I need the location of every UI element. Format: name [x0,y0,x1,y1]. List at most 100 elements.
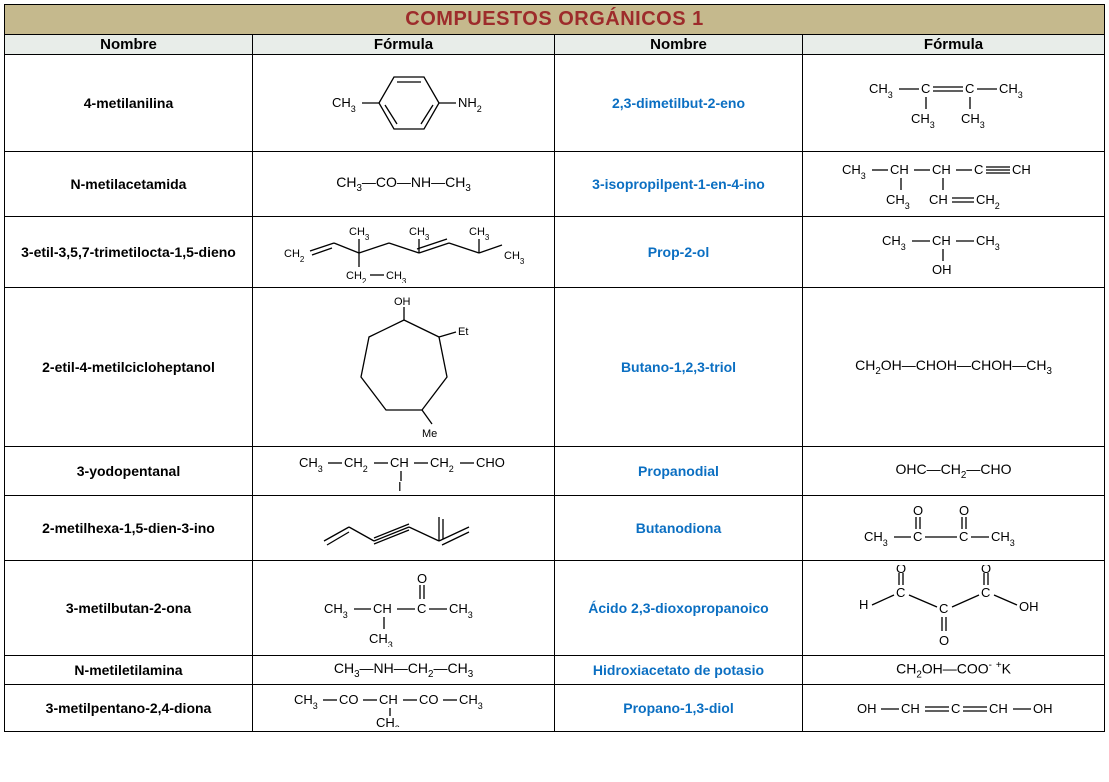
header-row: Nombre Fórmula Nombre Fórmula [5,35,1105,55]
compound-formula: CH3 CH2 CH CH2 CHO I [253,447,555,496]
svg-text:O: O [959,503,969,518]
svg-text:C: C [417,601,426,616]
svg-text:CH2: CH2 [344,455,368,474]
structure [294,503,514,553]
compound-formula: OH Et Me [253,288,555,447]
svg-text:CO: CO [339,692,359,707]
svg-text:O: O [913,503,923,518]
compound-name: 4-metilanilina [5,55,253,152]
svg-text:C: C [921,81,930,96]
svg-text:C: C [939,601,948,616]
compound-formula: CH3 CH CH3 OH [803,217,1105,288]
compound-name: Butanodiona [555,496,803,561]
compound-name: 3-isopropilpent-1-en-4-ino [555,152,803,217]
svg-text:CHO: CHO [476,455,505,470]
compound-formula: CH3 C C CH3 O O [803,496,1105,561]
svg-text:OH: OH [1033,701,1053,716]
table-row: 2-metilhexa-1,5-dien-3-ino Butanodiona C… [5,496,1105,561]
svg-text:C: C [896,585,905,600]
compound-name: Prop-2-ol [555,217,803,288]
compound-name: Propanodial [555,447,803,496]
structure: OH CH C CH OH [839,695,1069,721]
header-formula-2: Fórmula [803,35,1105,55]
svg-text:CH2: CH2 [430,455,454,474]
svg-text:CH3: CH3 [332,95,356,114]
svg-text:C: C [951,701,960,716]
svg-text:O: O [896,565,906,576]
cycloheptane-structure: OH Et Me [304,292,504,442]
svg-text:CH3: CH3 [449,601,473,620]
title-row: COMPUESTOS ORGÁNICOS 1 [5,5,1105,35]
compound-formula: CH3 NH2 [253,55,555,152]
compound-formula: CH3—CO—NH—CH3 [253,152,555,217]
svg-text:CH3: CH3 [882,233,906,252]
header-nombre-1: Nombre [5,35,253,55]
table-title: COMPUESTOS ORGÁNICOS 1 [5,5,1105,35]
compound-formula: H C C C OH O O O [803,561,1105,656]
svg-text:CH2: CH2 [284,248,305,264]
svg-text:NH2: NH2 [458,95,482,114]
structure: CH3 C C CH3 CH3 CH3 [839,73,1069,133]
svg-text:CH: CH [390,455,409,470]
svg-text:CH: CH [989,701,1008,716]
svg-text:CH3: CH3 [991,529,1015,548]
svg-text:CH3: CH3 [294,692,318,711]
structure: CH3 CO CH CO CH3 CH3 [279,689,529,727]
svg-text:C: C [965,81,974,96]
compound-name: N-metiletilamina [5,656,253,685]
table-row: 2-etil-4-metilcicloheptanol OH Et Me But… [5,288,1105,447]
svg-text:CH: CH [932,233,951,248]
table-row: 4-metilanilina CH3 NH2 2,3-dimetilbut-2-… [5,55,1105,152]
svg-text:CH3: CH3 [504,250,525,266]
svg-text:CH: CH [890,162,909,177]
structure: CH3 CH2 CH CH2 CHO I [284,451,524,491]
svg-text:CH3: CH3 [961,111,985,130]
compound-formula: CH3 CH CH C CH CH3 CH CH2 [803,152,1105,217]
compound-formula: CH2 CH3 CH3 CH3 CH3 CH2 CH [253,217,555,288]
compound-name: 3-metilpentano-2,4-diona [5,685,253,732]
table-row: 3-metilbutan-2-ona CH3 CH C CH3 O CH3 Ác… [5,561,1105,656]
compound-name: 2,3-dimetilbut-2-eno [555,55,803,152]
header-formula-1: Fórmula [253,35,555,55]
svg-text:CH: CH [901,701,920,716]
compound-name: Propano-1,3-diol [555,685,803,732]
compounds-table: COMPUESTOS ORGÁNICOS 1 Nombre Fórmula No… [4,4,1105,732]
structure: CH3 CH CH3 OH [864,227,1044,277]
compound-name: Ácido 2,3-dioxopropanoico [555,561,803,656]
compound-name: Butano-1,2,3-triol [555,288,803,447]
svg-text:OH: OH [932,262,952,277]
table-row: 3-yodopentanal CH3 CH2 CH CH2 CHO I Prop… [5,447,1105,496]
svg-text:CH3: CH3 [386,270,407,283]
svg-text:CH: CH [379,692,398,707]
svg-text:CH: CH [373,601,392,616]
svg-text:Et: Et [458,326,468,338]
svg-text:CH: CH [1012,162,1031,177]
svg-text:O: O [939,633,949,648]
compound-formula: CH2OH—CHOH—CHOH—CH3 [803,288,1105,447]
svg-text:C: C [913,529,922,544]
compound-formula: CH3—NH—CH2—CH3 [253,656,555,685]
structure: CH3 CH CH C CH CH3 CH CH2 [824,156,1084,212]
compound-formula: CH3 CH C CH3 O CH3 [253,561,555,656]
svg-text:CH: CH [929,192,948,207]
compound-name: 3-metilbutan-2-ona [5,561,253,656]
compound-formula: OH CH C CH OH [803,685,1105,732]
svg-text:CH3: CH3 [999,81,1023,100]
compound-name: 2-etil-4-metilcicloheptanol [5,288,253,447]
svg-text:O: O [417,571,427,586]
svg-text:OH: OH [1019,599,1039,614]
structure: CH2 CH3 CH3 CH3 CH3 CH2 CH [264,221,544,283]
compound-name: N-metilacetamida [5,152,253,217]
table-row: N-metilacetamida CH3—CO—NH—CH3 3-isoprop… [5,152,1105,217]
svg-text:CH3: CH3 [299,455,323,474]
compound-name: 3-etil-3,5,7-trimetilocta-1,5-dieno [5,217,253,288]
table-row: 3-etil-3,5,7-trimetilocta-1,5-dieno CH2 … [5,217,1105,288]
svg-text:CH3: CH3 [376,715,400,727]
compound-formula [253,496,555,561]
svg-text:CH3: CH3 [324,601,348,620]
structure: CH3 C C CH3 O O [849,503,1059,553]
compound-formula: CH3 CO CH CO CH3 CH3 [253,685,555,732]
benzene-structure: CH3 NH2 [294,59,514,147]
svg-text:O: O [981,565,991,576]
table-row: N-metiletilamina CH3—NH—CH2—CH3 Hidroxia… [5,656,1105,685]
